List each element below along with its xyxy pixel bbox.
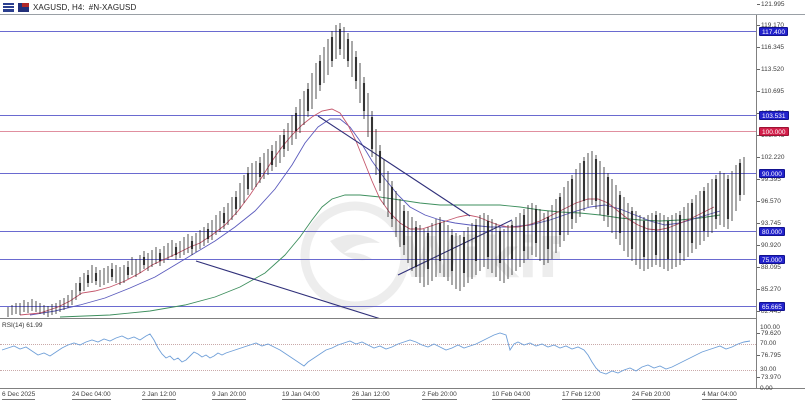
- price-label-highlight[interactable]: 80.000: [759, 227, 785, 236]
- axis-tick: 73.970: [757, 374, 781, 382]
- axis-tick: 93.745: [757, 220, 781, 228]
- rsi-axis-tick: 30.00: [760, 366, 777, 373]
- time-axis-label: 2 Jan 12:00: [142, 391, 176, 400]
- price-label-current[interactable]: 100.000: [759, 127, 789, 136]
- price-level-line-117: [0, 31, 756, 32]
- time-axis-label: 2 Feb 20:00: [422, 391, 457, 400]
- time-axis-label: 24 Feb 20:00: [632, 391, 671, 400]
- ma-fast-line: [19, 108, 715, 316]
- menu-stripes-icon[interactable]: [3, 3, 14, 12]
- price-label-highlight[interactable]: 103.531: [759, 111, 789, 120]
- axis-tick: 90.920: [757, 242, 781, 250]
- axis-vertical-line: [756, 15, 757, 388]
- price-label-highlight[interactable]: 117.400: [759, 27, 789, 36]
- time-axis-label: 10 Feb 04:00: [492, 391, 531, 400]
- rsi-axis-tick: 100.00: [760, 324, 780, 331]
- axis-tick: 96.570: [757, 198, 781, 206]
- pane-separator: [0, 318, 756, 319]
- price-level-line-103: [0, 115, 756, 116]
- time-axis-label: 19 Jan 04:00: [282, 391, 320, 400]
- time-axis-label: 17 Feb 12:00: [562, 391, 601, 400]
- time-axis-label: 26 Jan 12:00: [352, 391, 390, 400]
- chart-symbol-label: XAGUSD, H4:: [33, 3, 85, 12]
- price-chart-pane[interactable]: WikiFX: [0, 15, 756, 318]
- axis-tick: 76.795: [757, 352, 781, 360]
- rsi-pane[interactable]: RSI(14) 61.99: [0, 322, 756, 388]
- rsi-series-layer: [1, 332, 751, 375]
- price-level-line-80: [0, 231, 756, 232]
- chart-titlebar: XAGUSD, H4: #N-XAGUSD: [0, 0, 805, 15]
- axis-tick: 119.170: [757, 22, 784, 30]
- axis-tick: 88.095: [757, 264, 781, 272]
- price-series-layer: [7, 23, 745, 318]
- time-axis-label: 24 Dec 04:00: [72, 391, 111, 400]
- axis-tick: 79.620: [757, 330, 781, 338]
- price-level-line-100: [0, 131, 756, 132]
- rsi-bottom-border: [0, 388, 805, 389]
- candlestick-series: [7, 23, 745, 317]
- rsi-legend-label: RSI(14) 61.99: [2, 322, 43, 329]
- price-level-line-90: [0, 173, 756, 174]
- rsi-axis-tick: 70.00: [760, 340, 777, 347]
- header-divider: [0, 14, 805, 15]
- axis-tick: 110.695: [757, 88, 784, 96]
- time-axis[interactable]: 6 Dec 2025 24 Dec 04:00 2 Jan 12:00 9 Ja…: [0, 389, 805, 405]
- price-label-highlight[interactable]: 65.665: [759, 302, 785, 311]
- trendline-up: [397, 219, 513, 276]
- time-axis-label: 4 Mar 04:00: [702, 391, 737, 400]
- chart-feed-label: #N-XAGUSD: [88, 3, 137, 12]
- time-axis-label: 6 Dec 2025: [2, 391, 36, 400]
- price-label-highlight[interactable]: 75.000: [759, 255, 785, 264]
- rsi-axis-tick: 0.00: [760, 385, 773, 392]
- ma-slow-line: [59, 194, 721, 318]
- axis-tick: 121.995: [757, 1, 785, 9]
- axis-tick: 113.520: [757, 66, 784, 74]
- flag-icon[interactable]: [18, 3, 29, 12]
- watermark: WikiFX: [300, 201, 619, 311]
- price-axis[interactable]: 121.995 119.170 116.345 113.520 110.695 …: [757, 0, 805, 405]
- rsi-level-30-line: [0, 370, 756, 371]
- axis-tick: 85.270: [757, 286, 781, 294]
- rsi-level-70-line: [0, 344, 756, 345]
- price-level-line-65: [0, 306, 756, 307]
- time-axis-label: 9 Jan 20:00: [212, 391, 246, 400]
- axis-tick: 82.445: [757, 308, 781, 316]
- axis-tick: 102.220: [757, 154, 785, 162]
- price-level-line-75: [0, 259, 756, 260]
- price-label-highlight[interactable]: 90.000: [759, 169, 785, 178]
- rsi-line: [1, 332, 751, 375]
- axis-tick: 116.345: [757, 44, 784, 52]
- trendline-down-2: [195, 260, 380, 318]
- axis-tick: 99.395: [757, 176, 781, 184]
- candlestick-bodies: [78, 29, 742, 291]
- ma-mid-line: [29, 118, 721, 316]
